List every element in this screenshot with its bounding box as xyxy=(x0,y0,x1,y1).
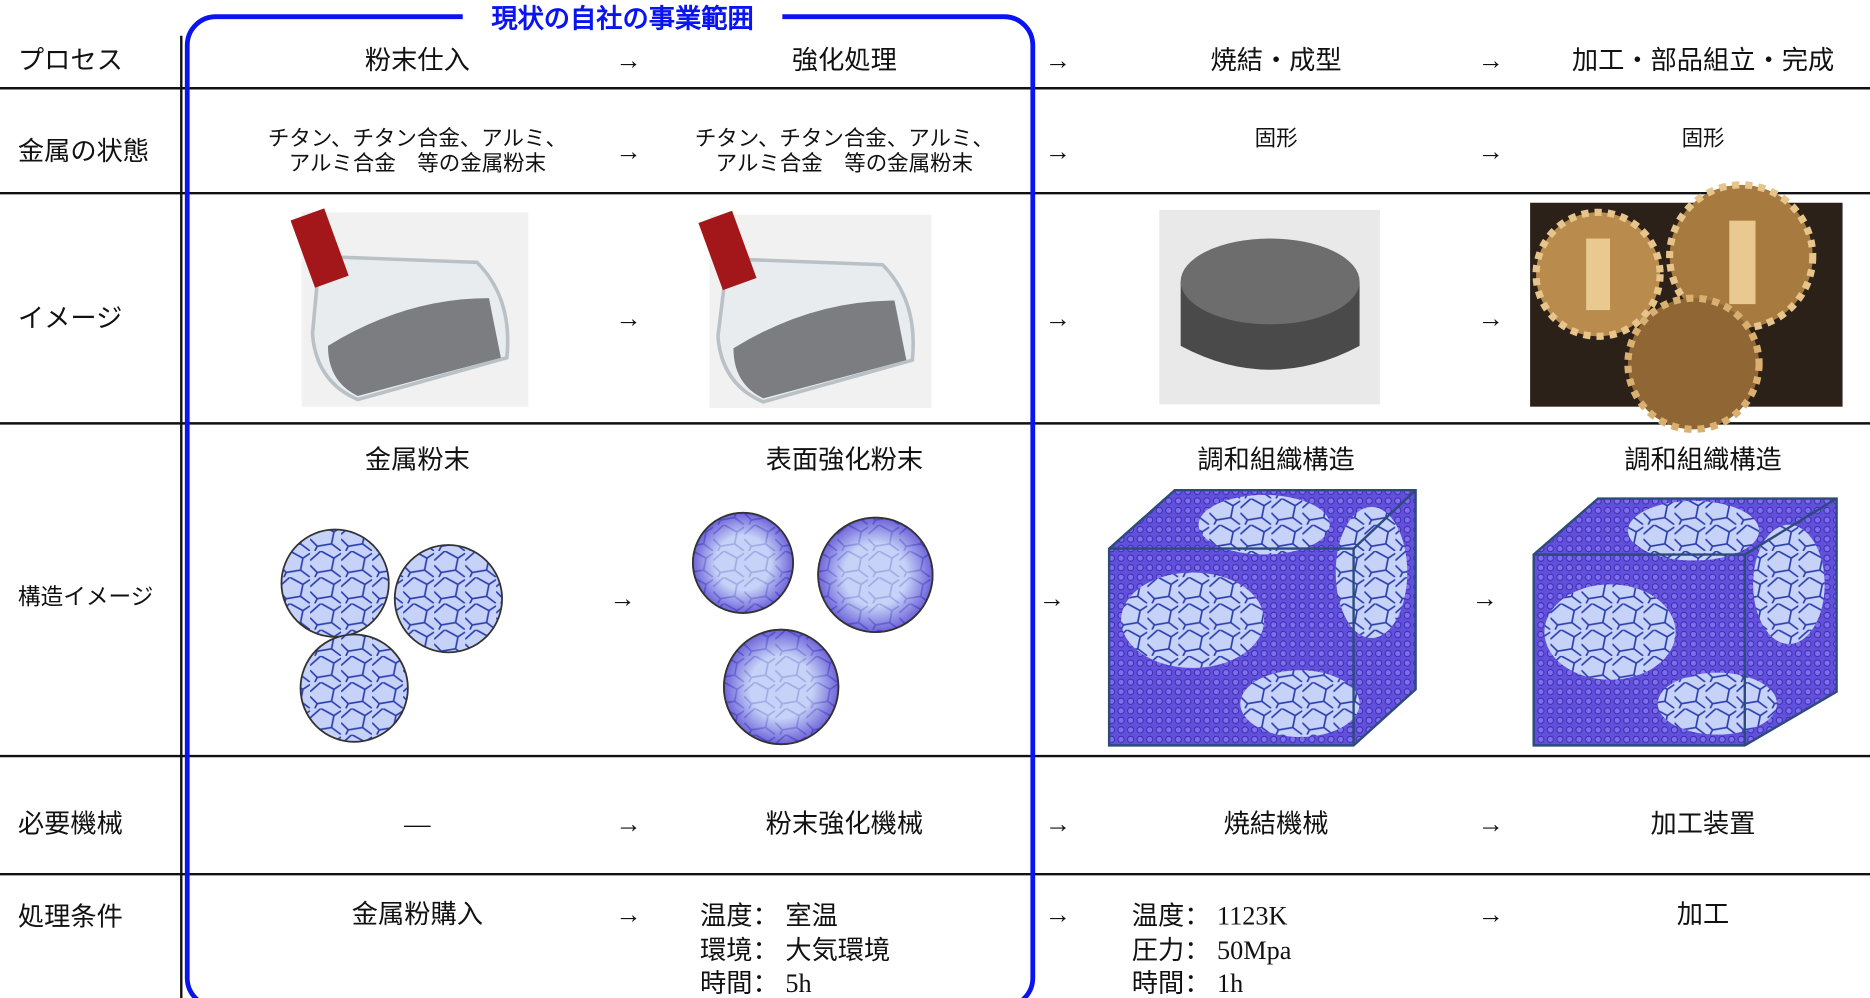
cell-text: 固形 xyxy=(1681,126,1725,151)
particle-images xyxy=(280,511,934,746)
row-label: イメージ xyxy=(17,302,123,333)
cell-text: 加工装置 xyxy=(1650,808,1756,839)
cell-text: 金属粉末 xyxy=(364,444,470,475)
cell-text: 加工 xyxy=(1676,899,1730,930)
cell-text: 金属粉購入 xyxy=(351,899,484,930)
arrow: → xyxy=(1044,302,1071,333)
cell-text: 加工・部品組立・完成 xyxy=(1571,45,1835,76)
cell-text: 表面強化粉末 xyxy=(765,444,924,475)
table-lines xyxy=(0,35,1870,998)
arrow: → xyxy=(1471,583,1498,613)
arrow: → xyxy=(615,899,642,930)
row-label: 金属の状態 xyxy=(17,135,150,166)
row-label: プロセス xyxy=(17,45,123,76)
scope-label-bg xyxy=(462,2,783,34)
arrow: → xyxy=(615,808,642,839)
cube-image xyxy=(1532,497,1838,747)
row-label: 構造イメージ xyxy=(17,585,154,611)
row-label: 処理条件 xyxy=(17,901,123,932)
cell-text: 温度： 室温 環境： 大気環境 時間： 5h xyxy=(700,900,891,998)
cell-text: 強化処理 xyxy=(791,45,897,76)
sintered-block-image xyxy=(1159,209,1380,405)
arrow: → xyxy=(1044,135,1071,166)
arrow: → xyxy=(1038,583,1065,613)
powder-jar-image xyxy=(698,210,932,408)
cell-text: 焼結機械 xyxy=(1223,808,1329,839)
arrow: → xyxy=(615,135,642,166)
cell-text: 粉末仕入 xyxy=(364,45,470,76)
cell-text: 粉末強化機械 xyxy=(765,808,924,839)
cell-text: チタン、チタン合金、アルミ、 アルミ合金 等の金属粉末 xyxy=(267,126,567,175)
arrow: → xyxy=(615,302,642,333)
cube-image xyxy=(1107,488,1417,747)
cell-text: 調和組織構造 xyxy=(1197,444,1355,475)
arrow: → xyxy=(1044,899,1071,930)
arrow: → xyxy=(1044,808,1071,839)
powder-jar-image xyxy=(290,208,529,407)
arrow: → xyxy=(615,45,642,76)
row-label: 必要機械 xyxy=(17,808,123,839)
gears-image xyxy=(1530,181,1843,433)
arrow: → xyxy=(1477,899,1504,930)
cell-text: チタン、チタン合金、アルミ、 アルミ合金 等の金属粉末 xyxy=(694,126,994,175)
cell-text: 固形 xyxy=(1254,126,1298,151)
cell-text: 調和組織構造 xyxy=(1624,444,1782,475)
arrow: → xyxy=(1477,135,1504,166)
cell-text: — xyxy=(404,808,431,839)
cell-text: 焼結・成型 xyxy=(1210,45,1342,76)
cell-text: 温度： 1123K 圧力： 50Mpa 時間： 1h xyxy=(1131,900,1292,998)
arrow: → xyxy=(1477,808,1504,839)
arrow: → xyxy=(609,583,636,613)
scope-label: 現状の自社の事業範囲 xyxy=(491,3,754,34)
arrow: → xyxy=(1477,302,1504,333)
arrow: → xyxy=(1477,45,1504,76)
arrow: → xyxy=(1044,45,1071,76)
